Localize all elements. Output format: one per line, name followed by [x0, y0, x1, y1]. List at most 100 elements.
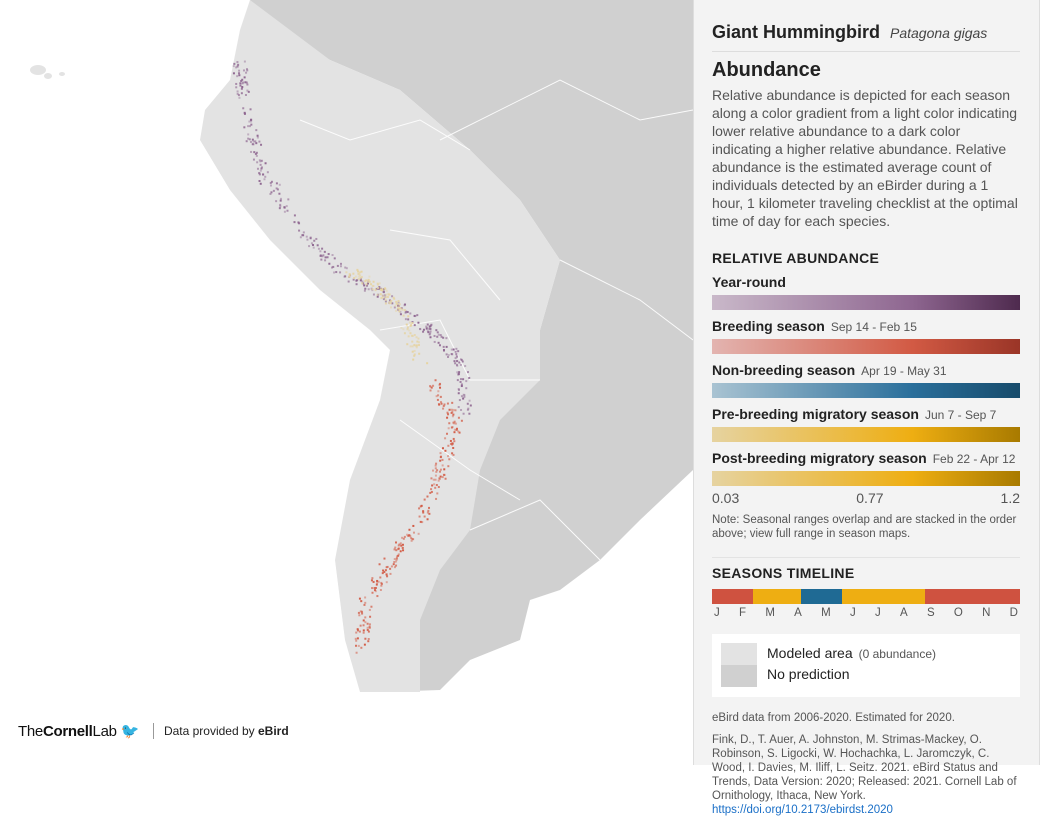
abundance-cell [326, 256, 329, 259]
abundance-cell [382, 291, 385, 294]
abundance-cell [385, 289, 388, 292]
abundance-cell [359, 624, 362, 627]
abundance-cell [364, 637, 367, 640]
abundance-cell [422, 510, 425, 513]
abundance-cell [250, 120, 253, 123]
abundance-cell [332, 265, 335, 268]
season-gradient-bar [712, 339, 1020, 354]
abundance-cell [395, 558, 398, 561]
abundance-cell [393, 566, 396, 569]
abundance-cell [243, 60, 246, 63]
no-prediction-label: No prediction [767, 666, 850, 682]
abundance-cell [245, 81, 248, 84]
abundance-cell [394, 304, 397, 307]
abundance-cell [395, 564, 398, 567]
abundance-cell [328, 262, 331, 265]
abundance-cell [438, 344, 441, 347]
abundance-cell [421, 521, 424, 524]
abundance-cell [419, 520, 422, 523]
map-legend: Modeled area (0 abundance) No prediction [712, 634, 1020, 697]
abundance-cell [395, 541, 398, 544]
abundance-cell [412, 524, 415, 527]
abundance-cell [458, 431, 461, 434]
abundance-cell [413, 324, 416, 327]
abundance-cell [357, 611, 360, 614]
abundance-cell [417, 321, 420, 324]
abundance-cell [454, 409, 457, 412]
abundance-cell [383, 557, 386, 560]
abundance-cell [395, 309, 398, 312]
abundance-cell [383, 570, 386, 573]
abundance-cell [255, 151, 258, 154]
abundance-cell [455, 347, 458, 350]
abundance-cell [456, 379, 459, 382]
abundance-cell [312, 244, 315, 247]
abundance-cell [441, 458, 444, 461]
abundance-cell [248, 120, 251, 123]
abundance-cell [446, 416, 449, 419]
abundance-cell [246, 89, 249, 92]
ebird-link[interactable]: eBird [258, 724, 289, 738]
abundance-cell [451, 415, 454, 418]
abundance-cell [357, 275, 360, 278]
common-name: Giant Hummingbird [712, 22, 880, 42]
abundance-cell [258, 159, 261, 162]
abundance-cell [439, 395, 442, 398]
abundance-cell [457, 350, 460, 353]
abundance-cell [308, 245, 311, 248]
species-header: Giant Hummingbird Patagona gigas [712, 0, 1020, 52]
abundance-cell [453, 420, 456, 423]
abundance-cell [432, 478, 435, 481]
abundance-cell [399, 550, 402, 553]
abundance-cell [415, 346, 418, 349]
abundance-cell [252, 143, 255, 146]
abundance-cell [386, 565, 389, 568]
abundance-cell [402, 549, 405, 552]
abundance-cell [457, 416, 460, 419]
cornell-lab-logo[interactable]: TheCornellLab 🐦 [18, 723, 140, 740]
abundance-cell [385, 293, 388, 296]
abundance-cell [465, 387, 468, 390]
abundance-cell [313, 239, 316, 242]
doi-link[interactable]: https://doi.org/10.2173/ebirdst.2020 [712, 804, 893, 816]
abundance-cell [403, 535, 406, 538]
bird-logo-icon: 🐦 [120, 723, 140, 740]
abundance-cell [298, 229, 301, 232]
abundance-cell [451, 443, 454, 446]
abundance-cell [266, 171, 269, 174]
abundance-cell [370, 283, 373, 286]
abundance-cell [401, 543, 404, 546]
abundance-cell [360, 277, 363, 280]
range-map[interactable] [0, 0, 694, 765]
abundance-cell [260, 143, 263, 146]
abundance-cell [232, 65, 235, 68]
abundance-cell [454, 362, 457, 365]
abundance-cell [353, 277, 356, 280]
abundance-cell [425, 326, 428, 329]
abundance-cell [364, 601, 367, 604]
abundance-cell [407, 534, 410, 537]
abundance-cell [448, 458, 451, 461]
description: Relative abundance is depicted for each … [712, 87, 1018, 229]
abundance-cell [384, 569, 387, 572]
abundance-cell [426, 518, 429, 521]
abundance-cell [378, 563, 381, 566]
abundance-cell [237, 94, 240, 97]
abundance-cell [438, 478, 441, 481]
abundance-cell [250, 123, 253, 126]
abundance-cell [381, 287, 384, 290]
abundance-cell [443, 468, 446, 471]
abundance-cell [362, 629, 365, 632]
abundance-cell [406, 311, 409, 314]
abundance-cell [468, 412, 471, 415]
abundance-cell [240, 79, 243, 82]
abundance-cell [433, 340, 436, 343]
abundance-cell [269, 192, 272, 195]
map-canvas[interactable] [0, 0, 694, 765]
modeled-area[interactable] [200, 0, 560, 692]
abundance-cell [434, 379, 437, 382]
abundance-cell [452, 421, 455, 424]
abundance-cell [429, 327, 432, 330]
abundance-cell [455, 427, 458, 430]
abundance-cell [322, 254, 325, 257]
